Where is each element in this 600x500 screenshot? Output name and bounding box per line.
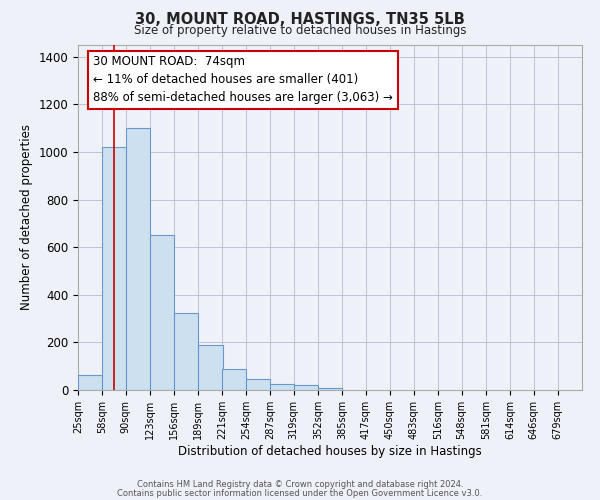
Bar (102, 148, 127, 390)
Bar (174, 312, 199, 390)
Bar (293, 385, 318, 390)
Bar (150, 236, 174, 390)
Bar (270, 384, 295, 390)
Text: Contains public sector information licensed under the Open Government Licence v3: Contains public sector information licen… (118, 489, 482, 498)
Y-axis label: Number of detached properties: Number of detached properties (20, 124, 33, 310)
Bar (222, 368, 246, 390)
Text: Contains HM Land Registry data © Crown copyright and database right 2024.: Contains HM Land Registry data © Crown c… (137, 480, 463, 489)
Text: Size of property relative to detached houses in Hastings: Size of property relative to detached ho… (134, 24, 466, 37)
Bar (125, 128, 150, 390)
Bar (246, 378, 270, 390)
X-axis label: Distribution of detached houses by size in Hastings: Distribution of detached houses by size … (178, 444, 482, 458)
Bar (78, 374, 102, 390)
Text: 30, MOUNT ROAD, HASTINGS, TN35 5LB: 30, MOUNT ROAD, HASTINGS, TN35 5LB (135, 12, 465, 28)
Bar (318, 388, 342, 390)
Bar (199, 345, 223, 390)
Text: 30 MOUNT ROAD:  74sqm
← 11% of detached houses are smaller (401)
88% of semi-det: 30 MOUNT ROAD: 74sqm ← 11% of detached h… (93, 56, 393, 104)
